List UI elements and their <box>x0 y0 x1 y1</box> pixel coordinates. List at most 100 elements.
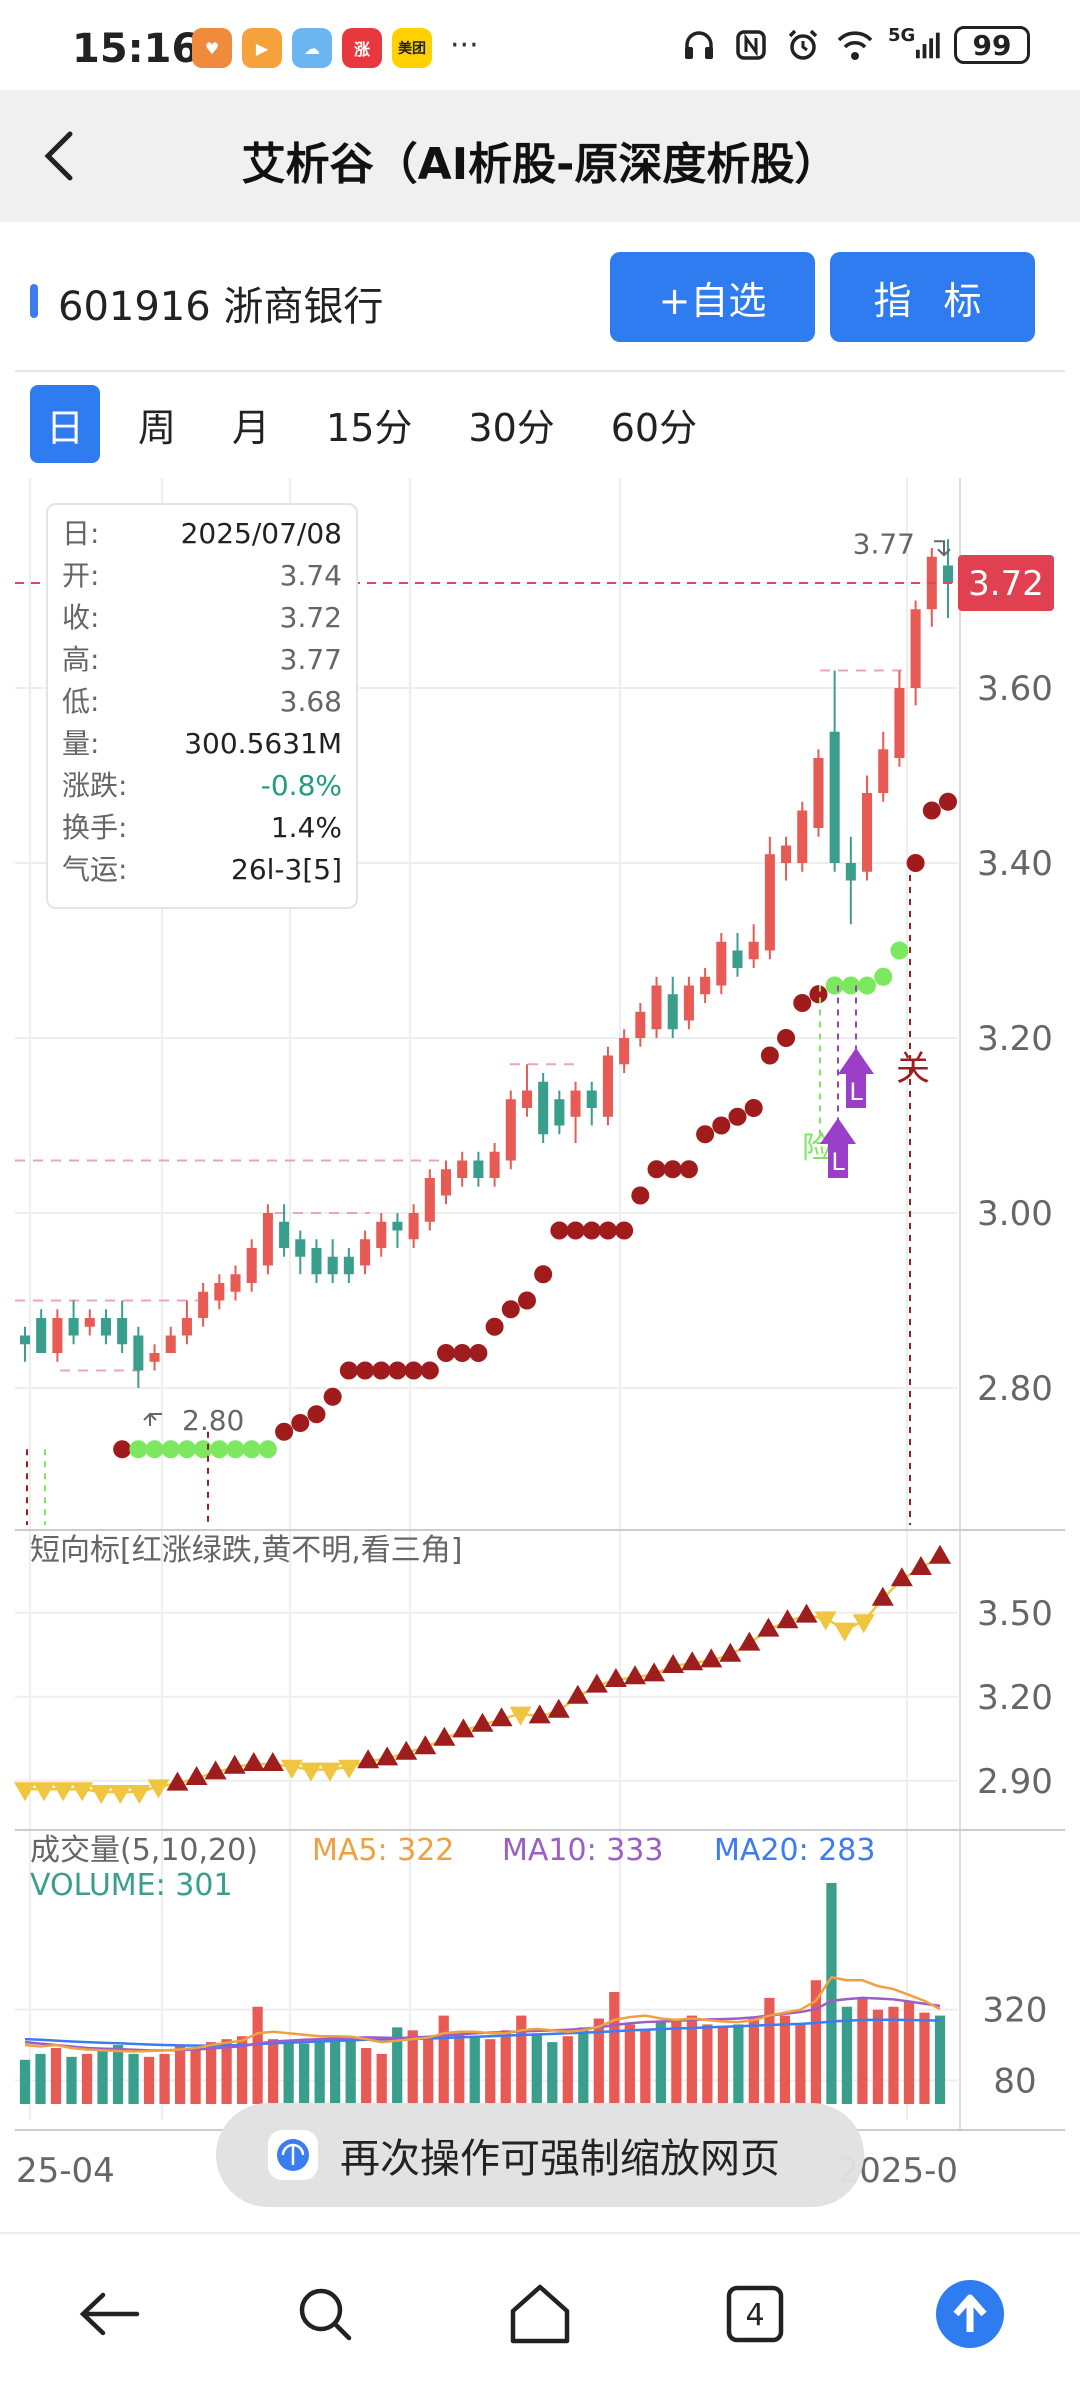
candle-body <box>700 976 711 995</box>
info-row-close: 收: 3.72 <box>62 597 342 639</box>
status-bar: 15:16 ♥ ▶ ☁ 涨 美团 ··· 5G <box>0 0 1080 90</box>
candle-body <box>343 1256 354 1275</box>
down-triangle-marker <box>299 1762 322 1782</box>
ma20-line <box>24 2018 941 2047</box>
volume-bar <box>826 1882 837 2104</box>
sar-dot <box>534 1265 553 1284</box>
sar-dot <box>777 1029 796 1047</box>
up-triangle-marker <box>795 1603 818 1623</box>
up-triangle-marker <box>776 1609 799 1629</box>
candle-body <box>149 1353 160 1362</box>
candle-body <box>862 793 873 872</box>
page-title: 艾析谷（AI析股-原深度析股） <box>241 139 839 190</box>
volume-bar <box>252 2006 263 2104</box>
sar-dot <box>825 976 844 995</box>
sar-dot <box>242 1440 261 1459</box>
arrow-up-icon <box>936 2280 1004 2348</box>
tabs-button[interactable]: 4 <box>715 2274 795 2354</box>
volume-bar <box>934 2015 946 2104</box>
up-triangle-marker <box>204 1760 227 1780</box>
sar-dot <box>307 1405 326 1424</box>
candle-body <box>619 1038 630 1065</box>
candle-body <box>748 941 759 960</box>
status-app-icons: ♥ ▶ ☁ 涨 美团 ··· <box>192 28 479 68</box>
candle-body <box>181 1318 192 1336</box>
volume-bar <box>702 2024 713 2104</box>
search-icon <box>299 2288 352 2341</box>
tabs-count-icon: 4 <box>726 2285 784 2343</box>
candle-body <box>214 1283 225 1301</box>
stock-row: 601916 浙商银行 +自选 指 标 <box>0 222 1080 372</box>
browser-back-button[interactable] <box>70 2274 150 2354</box>
candle-body <box>295 1239 306 1257</box>
network-type: 5G <box>888 24 916 46</box>
current-price-label: 3.72 <box>968 564 1044 604</box>
candle-body <box>19 1335 31 1345</box>
tab-day[interactable]: 日 <box>30 385 100 463</box>
stock-accent-bar <box>30 284 38 318</box>
short-indicator-label: 短向标[红涨绿跌,黄不明,看三角] <box>30 1533 462 1568</box>
sar-dot <box>258 1440 277 1459</box>
high-price-label: 3.77 <box>853 527 915 560</box>
info-key: 日: <box>62 517 100 550</box>
volume-bar <box>81 2053 93 2104</box>
candle-body <box>36 1318 47 1353</box>
price-tick-label: 3.40 <box>977 844 1053 884</box>
candle-info-box: 日: 2025/07/08 开: 3.74 收: 3.72 高: 3.77 低: 3.68… <box>46 503 358 909</box>
candle-body <box>829 731 840 863</box>
candle-body <box>651 985 662 1030</box>
down-triangle-marker <box>319 1762 341 1782</box>
sar-dot <box>566 1221 585 1240</box>
volume-bar <box>190 2048 201 2104</box>
down-triangle-marker <box>71 1782 94 1802</box>
add-watchlist-button[interactable]: +自选 <box>610 252 815 342</box>
tab-30min[interactable]: 30分 <box>468 405 555 450</box>
tab-month[interactable]: 月 <box>232 405 271 450</box>
volume-bar <box>624 2024 635 2104</box>
candle-body <box>424 1178 435 1222</box>
up-triangle-marker <box>261 1752 284 1771</box>
tab-15min[interactable]: 15分 <box>326 405 413 450</box>
indicator-tick-label: 3.50 <box>977 1594 1053 1634</box>
sar-dot <box>696 1125 715 1144</box>
zoom-toast: 再次操作可强制缩放网页 <box>216 2103 864 2207</box>
down-triangle-marker <box>852 1614 875 1634</box>
price-tick-label: 3.00 <box>977 1194 1053 1234</box>
tab-week[interactable]: 周 <box>138 405 177 450</box>
candle-body <box>230 1274 241 1292</box>
up-triangle-marker <box>376 1746 399 1766</box>
sar-dot <box>356 1361 375 1380</box>
scroll-top-button[interactable] <box>930 2274 1010 2354</box>
candle-body <box>52 1318 63 1353</box>
status-time: 15:16 <box>72 26 200 72</box>
sar-dot <box>841 976 860 995</box>
search-button[interactable] <box>285 2274 365 2354</box>
sar-dot <box>922 801 941 820</box>
svg-text:4: 4 <box>745 2298 764 2333</box>
up-triangle-marker <box>757 1617 780 1637</box>
sar-dot <box>874 967 893 986</box>
down-triangle-marker <box>14 1782 36 1802</box>
price-tick-label: 3.60 <box>977 669 1053 709</box>
tab-60min[interactable]: 60分 <box>610 405 698 450</box>
info-value: 3.68 <box>279 685 342 718</box>
volume-bar <box>872 2009 884 2104</box>
sar-dot <box>939 792 957 811</box>
info-value: 26l-3[5] <box>231 853 342 886</box>
info-value: 1.4% <box>270 811 342 844</box>
volume-bar <box>361 2048 372 2104</box>
up-triangle-marker <box>490 1707 513 1727</box>
up-triangle-marker <box>604 1668 627 1687</box>
sar-dot <box>145 1440 164 1459</box>
indicator-button[interactable]: 指 标 <box>830 252 1035 342</box>
sar-dot <box>501 1300 520 1319</box>
volume-label: 成交量(5,10,20) <box>30 1833 258 1868</box>
back-arrow-icon[interactable] <box>36 128 86 184</box>
down-triangle-marker <box>833 1622 856 1642</box>
volume-bar <box>903 2000 915 2104</box>
home-button[interactable] <box>500 2274 580 2354</box>
zhang-app-icon: 涨 <box>342 28 382 68</box>
more-notifications-icon: ··· <box>450 28 479 63</box>
up-triangle-marker <box>719 1642 742 1662</box>
